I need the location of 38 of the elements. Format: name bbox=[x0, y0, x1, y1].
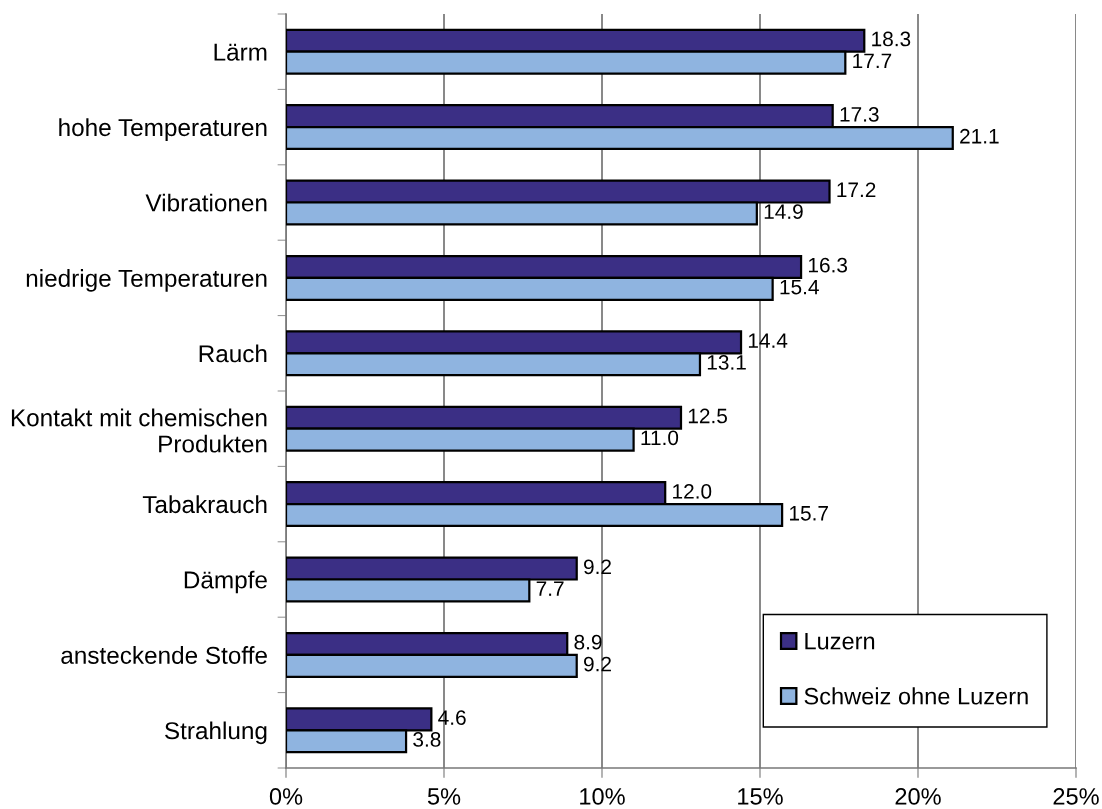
legend-label: Luzern bbox=[805, 633, 875, 650]
x-tick-label: 0% bbox=[269, 788, 303, 805]
data-label: 12.5 bbox=[688, 408, 727, 424]
data-label: 21.1 bbox=[960, 128, 999, 144]
data-label: 17.3 bbox=[840, 107, 879, 122]
data-label: 11.0 bbox=[641, 430, 679, 446]
y-tick-label: niedrige Temperaturen bbox=[26, 269, 267, 292]
y-tick-label: Dämpfe bbox=[184, 570, 267, 594]
y-tick-label: Vibrationen bbox=[145, 193, 267, 212]
data-label: 16.3 bbox=[808, 257, 848, 273]
data-label: 12.0 bbox=[673, 484, 712, 499]
data-label: 17.2 bbox=[837, 182, 876, 197]
x-tick-label: 25% bbox=[1053, 788, 1099, 805]
data-label: 8.9 bbox=[574, 634, 602, 650]
x-tick-label: 20% bbox=[895, 788, 941, 805]
data-label: 14.4 bbox=[748, 333, 788, 348]
y-tick-label: hohe Temperaturen bbox=[59, 118, 267, 141]
data-label: 9.2 bbox=[584, 656, 611, 672]
y-tick-label: Lärm bbox=[214, 43, 267, 61]
y-tick-label: Kontakt mit chemischen Produkten bbox=[11, 408, 267, 453]
data-label: 13.1 bbox=[707, 355, 746, 370]
data-label: 9.2 bbox=[584, 559, 611, 575]
legend-label: Schweiz ohne Luzern bbox=[804, 687, 1028, 705]
y-tick-label: Strahlung bbox=[165, 721, 267, 745]
data-label: 14.9 bbox=[764, 204, 803, 220]
x-tick-label: 15% bbox=[738, 788, 783, 805]
data-label: 15.4 bbox=[780, 279, 819, 295]
data-label: 4.6 bbox=[438, 710, 466, 725]
data-label: 3.8 bbox=[413, 732, 441, 747]
y-tick-label: Tabakrauch bbox=[142, 495, 267, 514]
y-tick-label: ansteckende Stoffe bbox=[61, 646, 267, 664]
data-label: 18.3 bbox=[872, 31, 911, 47]
y-tick-label: Rauch bbox=[199, 344, 267, 363]
data-label: 7.7 bbox=[536, 581, 564, 596]
data-label: 17.7 bbox=[853, 53, 892, 69]
data-label: 15.7 bbox=[790, 506, 828, 521]
x-tick-label: 5% bbox=[427, 788, 461, 805]
x-tick-label: 10% bbox=[580, 788, 625, 805]
